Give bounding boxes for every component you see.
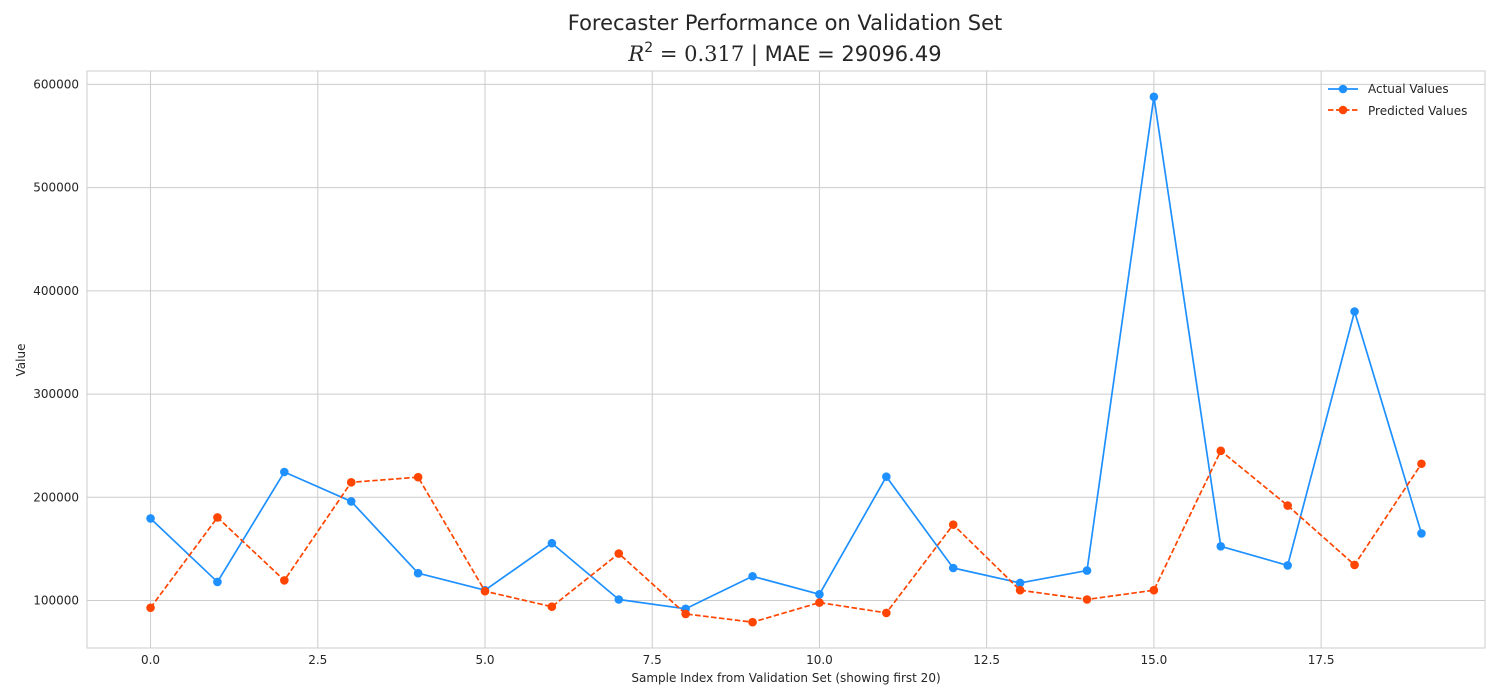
legend-predicted-marker xyxy=(1338,105,1348,115)
data-point-predicted-values xyxy=(1015,585,1025,595)
x-tick-label: 5.0 xyxy=(475,653,494,667)
data-point-predicted-values xyxy=(815,598,824,607)
data-point-predicted-values xyxy=(413,472,423,482)
data-point-predicted-values xyxy=(146,603,155,613)
y-axis-label: Value xyxy=(14,344,28,377)
data-point-actual-values xyxy=(614,595,624,604)
series-line-predicted-values xyxy=(149,450,1423,624)
data-point-actual-values xyxy=(948,563,958,573)
data-point-actual-values xyxy=(1015,578,1025,588)
chart-subtitle: R2 = 0.317 | MAE = 29096.49 xyxy=(627,40,941,67)
series-predicted-values xyxy=(146,446,1426,627)
plot-area-frame xyxy=(86,70,1486,649)
data-point-predicted-values xyxy=(1149,585,1159,595)
axis-ticks: 0.0 2.5 5.0 7.5 10.0 12.5 15.0 17.5 100000 200000… xyxy=(33,77,1334,667)
subtitle-r2-value: = 0.317 xyxy=(653,42,744,66)
data-point-predicted-values xyxy=(1216,446,1226,456)
data-point-predicted-values xyxy=(681,609,690,619)
legend-actual-marker xyxy=(1338,84,1348,94)
y-tick-label: 300000 xyxy=(33,387,79,401)
data-point-predicted-values xyxy=(614,549,624,558)
legend: Actual Values Predicted Values xyxy=(1328,82,1467,118)
data-point-predicted-values xyxy=(280,576,289,585)
subtitle-r2-symbol: R xyxy=(627,42,644,66)
x-axis-label: Sample Index from Validation Set (showin… xyxy=(631,671,940,685)
grid-lines xyxy=(87,71,1485,648)
data-point-predicted-values xyxy=(1350,560,1359,570)
data-point-actual-values xyxy=(280,467,289,477)
data-point-predicted-values xyxy=(882,608,891,618)
subtitle-mae: | MAE = 29096.49 xyxy=(744,42,941,67)
chart-title: Forecaster Performance on Validation Set xyxy=(568,11,1003,35)
x-tick-label: 7.5 xyxy=(643,653,662,667)
x-tick-label: 0.0 xyxy=(141,653,160,667)
data-point-actual-values xyxy=(413,568,423,578)
x-tick-label: 10.0 xyxy=(806,653,833,667)
data-point-predicted-values xyxy=(1283,501,1292,510)
series-line-actual-values xyxy=(149,95,1423,610)
y-tick-label: 500000 xyxy=(33,181,79,195)
data-point-actual-values xyxy=(547,538,557,548)
legend-predicted-label: Predicted Values xyxy=(1368,104,1467,118)
data-point-actual-values xyxy=(1216,542,1226,551)
data-point-predicted-values xyxy=(748,617,757,627)
data-point-predicted-values xyxy=(480,586,490,596)
data-point-predicted-values xyxy=(547,602,557,612)
data-point-actual-values xyxy=(1283,561,1292,570)
data-point-actual-values xyxy=(815,590,824,599)
data-point-predicted-values xyxy=(1082,595,1092,604)
data-point-actual-values xyxy=(346,497,356,506)
data-point-predicted-values xyxy=(346,478,356,487)
legend-actual-label: Actual Values xyxy=(1368,82,1449,96)
data-point-predicted-values xyxy=(948,520,958,529)
data-point-actual-values xyxy=(882,472,891,481)
y-tick-label: 400000 xyxy=(33,284,79,298)
data-point-predicted-values xyxy=(213,513,222,522)
y-tick-label: 100000 xyxy=(33,594,79,608)
subtitle-r2-exponent: 2 xyxy=(644,40,653,56)
data-point-actual-values xyxy=(1417,529,1426,538)
y-tick-label: 200000 xyxy=(33,490,79,504)
x-tick-label: 17.5 xyxy=(1308,653,1335,667)
data-point-actual-values xyxy=(1149,92,1159,102)
series-layer xyxy=(146,92,1426,627)
data-point-predicted-values xyxy=(1417,459,1426,469)
x-tick-label: 2.5 xyxy=(308,653,327,667)
data-point-actual-values xyxy=(1350,307,1359,316)
data-point-actual-values xyxy=(146,514,155,523)
series-actual-values xyxy=(146,92,1426,614)
data-point-actual-values xyxy=(213,577,222,587)
y-tick-label: 600000 xyxy=(33,77,79,91)
data-point-actual-values xyxy=(748,571,757,581)
x-tick-label: 15.0 xyxy=(1141,653,1168,667)
x-tick-label: 12.5 xyxy=(973,653,1000,667)
data-point-actual-values xyxy=(1082,566,1092,575)
